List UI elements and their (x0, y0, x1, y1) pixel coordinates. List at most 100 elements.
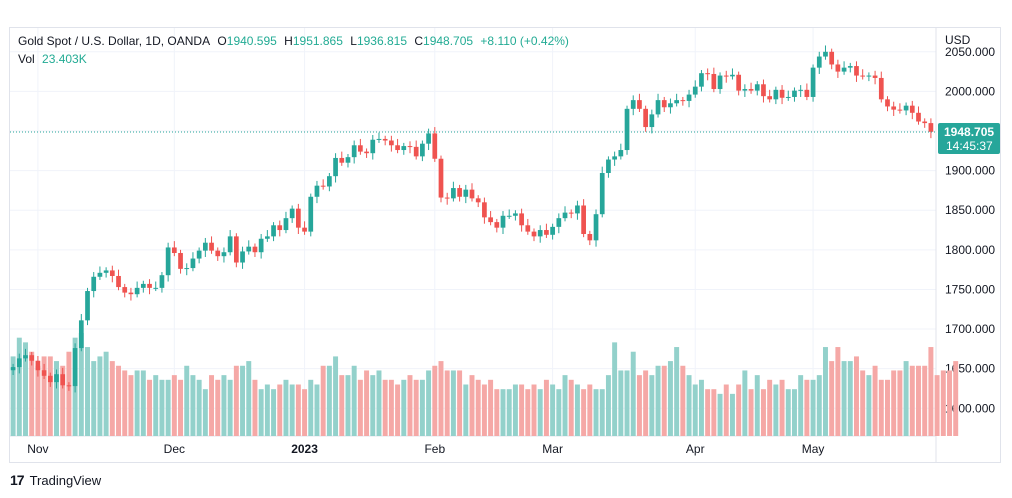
candle-body[interactable] (10, 367, 16, 371)
candle-body[interactable] (928, 123, 934, 132)
candle-body[interactable] (891, 106, 897, 110)
candle-body[interactable] (147, 283, 152, 288)
candle-body[interactable] (500, 215, 506, 228)
candle-body[interactable] (289, 208, 295, 219)
candle-body[interactable] (903, 105, 909, 111)
candle-body[interactable] (252, 246, 258, 253)
candle-body[interactable] (351, 145, 357, 158)
candle-body[interactable] (35, 360, 41, 371)
candle-body[interactable] (184, 268, 190, 270)
candle-body[interactable] (159, 275, 165, 288)
candle-body[interactable] (785, 96, 791, 98)
candle-body[interactable] (122, 287, 128, 293)
candle-body[interactable] (16, 358, 22, 368)
candle-body[interactable] (556, 218, 562, 227)
candle-body[interactable] (798, 89, 804, 91)
candle-body[interactable] (804, 89, 810, 97)
candle-body[interactable] (140, 283, 146, 288)
candle-body[interactable] (109, 270, 115, 276)
candle-body[interactable] (190, 258, 196, 269)
candle-body[interactable] (196, 250, 202, 259)
candle-body[interactable] (376, 138, 382, 140)
candle-body[interactable] (308, 196, 314, 232)
candle-body[interactable] (178, 253, 183, 269)
candle-body[interactable] (209, 242, 214, 251)
candle-body[interactable] (91, 276, 97, 292)
candle-body[interactable] (624, 108, 630, 151)
candle-body[interactable] (792, 90, 797, 97)
candle-body[interactable] (909, 105, 915, 113)
candle-body[interactable] (97, 272, 103, 277)
candle-body[interactable] (711, 73, 717, 90)
candle-body[interactable] (271, 225, 276, 237)
candle-body[interactable] (116, 275, 121, 288)
candle-body[interactable] (599, 173, 605, 215)
tradingview-logo-icon[interactable]: 17 (10, 472, 25, 488)
candle-body[interactable] (916, 112, 921, 122)
candle-body[interactable] (382, 138, 388, 141)
candle-body[interactable] (72, 348, 78, 387)
candle-body[interactable] (333, 157, 338, 177)
candle-body[interactable] (413, 146, 419, 157)
candle-body[interactable] (78, 320, 84, 349)
candle-body[interactable] (829, 51, 835, 65)
candle-body[interactable] (23, 355, 28, 359)
candle-body[interactable] (444, 197, 450, 199)
candle-body[interactable] (699, 73, 704, 87)
candle-body[interactable] (513, 213, 518, 216)
candle-body[interactable] (847, 66, 853, 68)
candle-body[interactable] (897, 109, 903, 111)
candle-body[interactable] (277, 225, 283, 231)
candle-body[interactable] (823, 51, 828, 57)
candle-body[interactable] (60, 374, 66, 386)
candle-body[interactable] (643, 108, 648, 128)
candle-body[interactable] (581, 205, 586, 234)
candle-body[interactable] (451, 188, 456, 199)
candle-body[interactable] (692, 86, 698, 95)
candle-body[interactable] (202, 242, 208, 251)
candle-body[interactable] (506, 215, 512, 217)
candle-body[interactable] (401, 146, 407, 151)
candle-body[interactable] (736, 74, 742, 91)
candle-body[interactable] (494, 222, 500, 228)
candle-body[interactable] (593, 214, 599, 241)
candle-body[interactable] (686, 94, 692, 101)
candle-body[interactable] (587, 234, 593, 241)
candle-body[interactable] (457, 188, 462, 197)
candle-body[interactable] (779, 89, 785, 98)
candle-body[interactable] (748, 89, 754, 91)
candle-body[interactable] (128, 292, 134, 295)
candle-body[interactable] (358, 145, 363, 152)
candlestick-chart[interactable]: 2050.0002000.0001950.0001900.0001850.000… (10, 28, 1000, 462)
candle-body[interactable] (550, 226, 555, 235)
candle-body[interactable] (754, 84, 760, 91)
candle-body[interactable] (327, 176, 332, 187)
candle-body[interactable] (637, 100, 642, 109)
candle-body[interactable] (705, 73, 711, 75)
candle-body[interactable] (816, 56, 822, 68)
candle-body[interactable] (364, 151, 369, 154)
candle-body[interactable] (302, 227, 307, 232)
candle-body[interactable] (407, 146, 413, 148)
candle-body[interactable] (463, 189, 469, 197)
candle-body[interactable] (296, 208, 301, 228)
candle-body[interactable] (47, 375, 53, 383)
candle-body[interactable] (773, 89, 779, 100)
candle-body[interactable] (215, 250, 221, 257)
candle-body[interactable] (562, 212, 568, 219)
candle-body[interactable] (630, 100, 636, 109)
candle-body[interactable] (221, 252, 227, 257)
candle-body[interactable] (320, 185, 326, 187)
candle-body[interactable] (85, 291, 90, 321)
candle-body[interactable] (730, 74, 735, 77)
candle-body[interactable] (469, 189, 475, 199)
volume-label[interactable]: Vol (18, 52, 35, 66)
candle-body[interactable] (618, 150, 624, 157)
candle-body[interactable] (258, 238, 264, 253)
candle-body[interactable] (661, 100, 667, 108)
candle-body[interactable] (810, 67, 816, 97)
candle-body[interactable] (227, 236, 233, 253)
candle-body[interactable] (878, 77, 884, 100)
candle-body[interactable] (426, 133, 431, 144)
candle-body[interactable] (872, 75, 878, 78)
